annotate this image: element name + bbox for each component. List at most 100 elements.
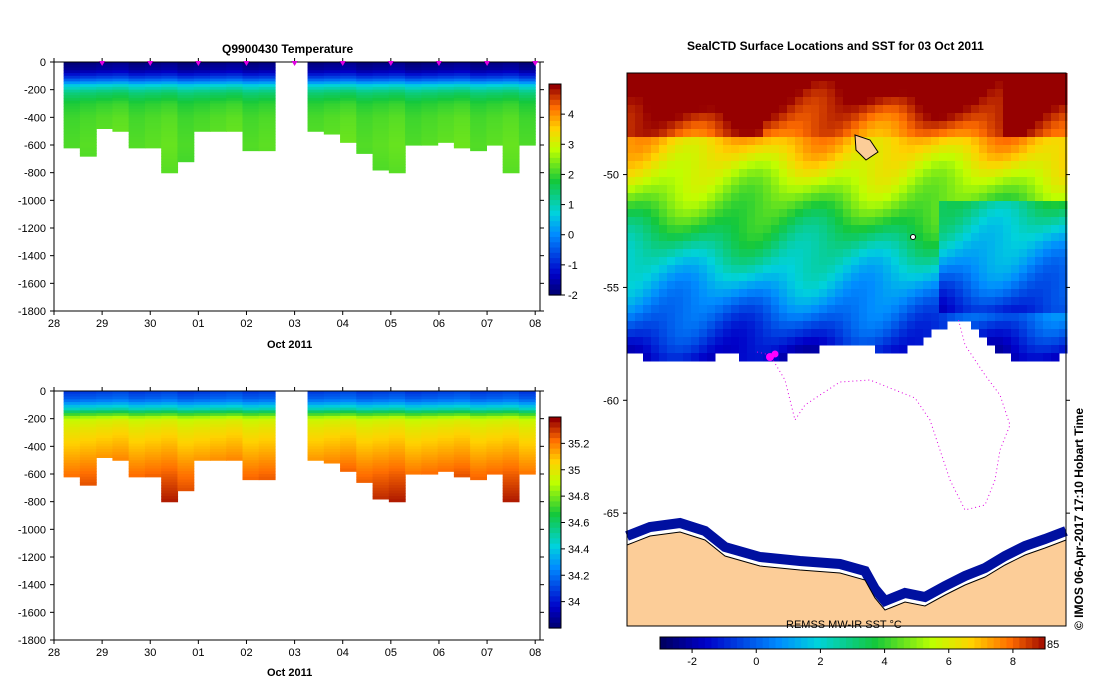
salinity-data-cell (486, 426, 504, 431)
temperature-data-cell (356, 73, 374, 77)
sst-cell (635, 313, 644, 322)
sst-cell (987, 241, 996, 250)
salinity-data-cell (193, 402, 211, 406)
temperature-data-cell (437, 100, 455, 105)
sst-cell (923, 305, 932, 314)
sst-cell (963, 137, 972, 146)
sst-cell (811, 225, 820, 234)
sst-cell (883, 97, 892, 106)
sst-cell (923, 201, 932, 210)
sst-cell (699, 153, 708, 162)
sst-cell (715, 249, 724, 258)
salinity-data-cell (405, 438, 422, 442)
sst-cell (1035, 289, 1044, 298)
temperature-data-cell (405, 73, 422, 77)
temperature-data-cell (161, 92, 179, 96)
salinity-data-cell (258, 449, 276, 453)
temperature-data-cell (486, 133, 504, 138)
salinity-data-cell (437, 432, 455, 436)
sst-cell (787, 121, 796, 130)
sst-cell (867, 217, 876, 226)
sst-cell (963, 81, 972, 90)
sst-cell (763, 225, 772, 234)
salinity-data-cell (161, 404, 179, 409)
temperature-data-cell (193, 67, 211, 71)
temperature-data-cell (421, 73, 439, 77)
sst-cell (907, 209, 916, 218)
temperature-data-cell (193, 75, 211, 80)
sst-cell (955, 89, 964, 98)
salinity-data-cell (340, 426, 357, 431)
temperature-data-cell (161, 114, 179, 118)
sst-colorbar-step (794, 637, 802, 649)
sst-cell (787, 329, 796, 338)
salinity-data-cell (307, 396, 325, 400)
sst-cell (1019, 193, 1028, 202)
temperature-data-cell (453, 95, 471, 99)
salinity-data-cell (63, 468, 81, 472)
sst-cell (683, 129, 692, 138)
sst-cell (643, 209, 652, 218)
sst-cell (1019, 145, 1028, 154)
temperature-data-cell (177, 97, 195, 102)
sst-cell (1043, 121, 1052, 130)
salinity-data-cell (470, 454, 487, 458)
sst-cell (675, 265, 684, 274)
sst-cell (691, 225, 700, 234)
salinity-data-cell (96, 393, 114, 398)
temperature-data-cell (372, 78, 390, 82)
salinity-data-cell (144, 460, 162, 464)
temperature-data-cell (470, 142, 487, 146)
salinity-data-cell (437, 424, 455, 428)
sst-cell (659, 289, 668, 298)
sst-cell (995, 241, 1004, 250)
sst-cell (707, 121, 716, 130)
temperature-data-cell (96, 73, 114, 77)
salinity-data-cell (144, 426, 162, 431)
sst-cell (939, 73, 948, 82)
sst-colorbar-step (801, 637, 809, 649)
temperature-data-cell (96, 81, 114, 85)
sst-cell (891, 129, 900, 138)
temperature-data-cell (453, 120, 471, 124)
sst-cell (979, 161, 988, 170)
salinity-data-cell (470, 393, 487, 398)
sst-cell (691, 81, 700, 90)
salinity-data-cell (128, 443, 146, 447)
sst-cell (763, 81, 772, 90)
salinity-data-cell (372, 429, 390, 434)
salinity-data-cell (144, 429, 162, 434)
sst-cell (987, 193, 996, 202)
temperature-data-cell (242, 111, 260, 116)
sst-cell (819, 121, 828, 130)
temperature-data-cell (388, 167, 406, 171)
salinity-data-cell (161, 474, 179, 478)
salinity-data-cell (144, 407, 162, 411)
salinity-data-cell (518, 391, 536, 395)
sst-cell (1035, 353, 1044, 362)
sst-cell (915, 265, 924, 274)
sst-cell (739, 193, 748, 202)
salinity-data-cell (486, 391, 504, 395)
salinity-data-cell (193, 435, 211, 439)
salinity-data-cell (437, 426, 455, 431)
sst-cell (659, 97, 668, 106)
sst-cell (1011, 225, 1020, 234)
sst-cell (707, 353, 716, 362)
salinity-data-cell (372, 490, 390, 494)
sst-cell (763, 89, 772, 98)
sst-cell (747, 297, 756, 306)
salinity-data-cell (63, 462, 81, 467)
sst-cell (955, 185, 964, 194)
salinity-data-cell (242, 471, 260, 475)
sst-cell (699, 129, 708, 138)
sst-cell (755, 113, 764, 122)
sst-cell (1035, 281, 1044, 290)
salinity-data-cell (161, 485, 179, 489)
sst-cell (1019, 345, 1028, 354)
sst-cell (667, 153, 676, 162)
sst-cell (947, 273, 956, 282)
sst-colorbar-step (1006, 637, 1014, 649)
sst-cell (867, 81, 876, 90)
sst-cell (643, 321, 652, 330)
